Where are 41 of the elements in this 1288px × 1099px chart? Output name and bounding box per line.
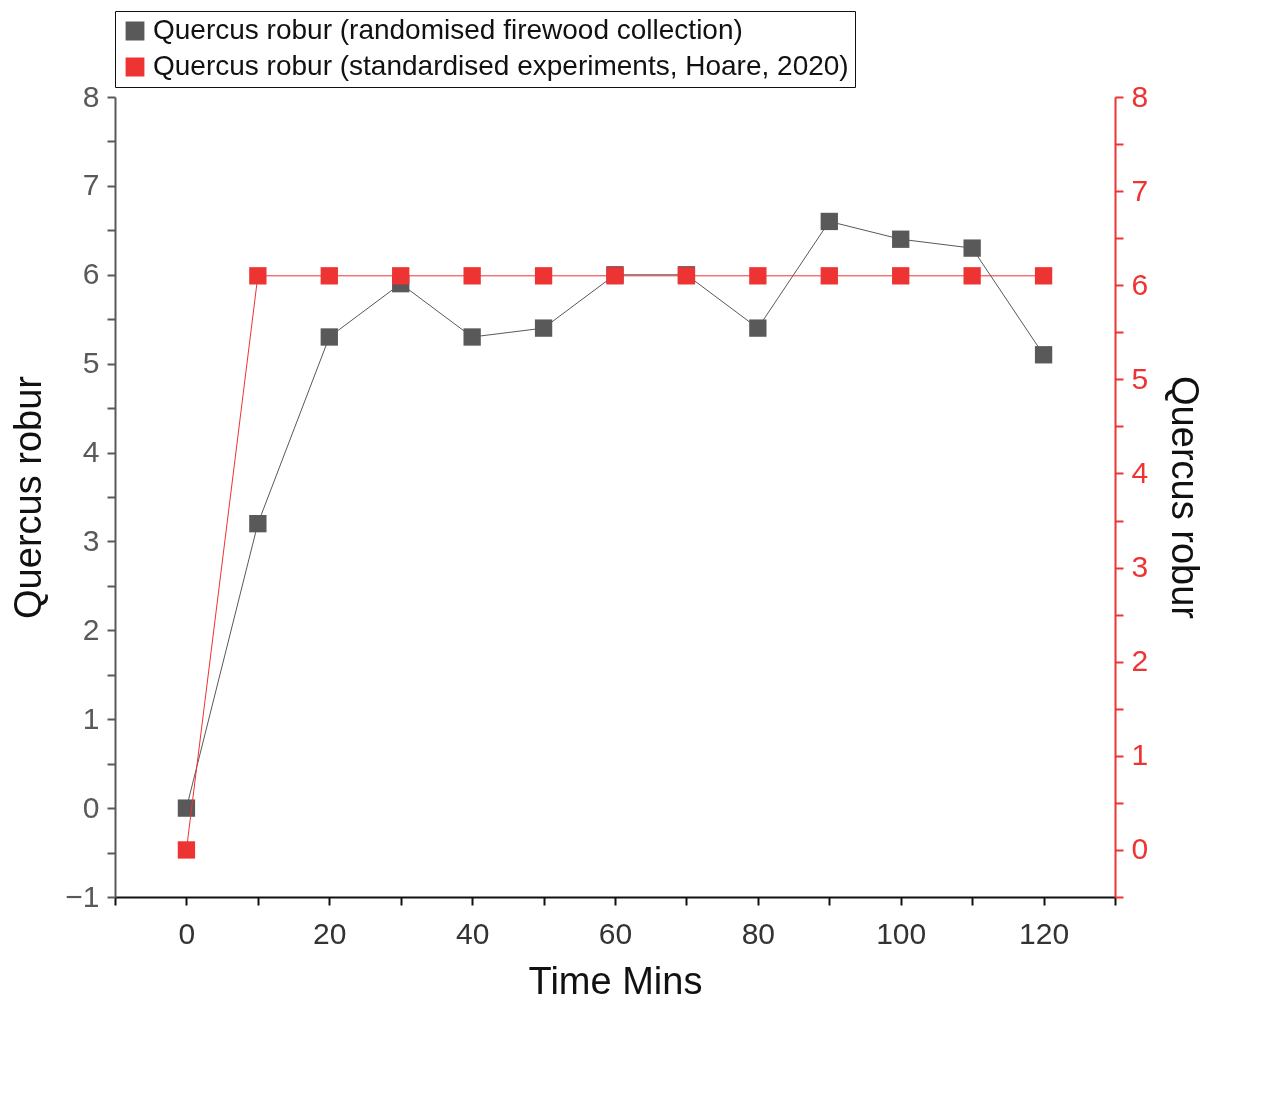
y-axis-title: Quercus robur [7,375,50,619]
point [534,319,553,337]
y2-tick-label: 0 [1131,832,1149,866]
y2-tick-label: 1 [1131,738,1149,772]
y2-tick-label: 3 [1131,550,1149,584]
y-tick-label: 6 [82,257,100,291]
x-tick-label: 120 [1019,916,1070,950]
y2-tick-label: 2 [1131,644,1149,678]
point [749,319,767,337]
x-tick-label: 60 [598,916,633,950]
point [177,799,196,817]
legend-label: Quercus robur (standardised experiments, Hoare, 2020) [153,50,849,81]
legend-label: Quercus robur (randomised firewood collection) [153,14,743,45]
point [963,239,981,257]
point [463,328,481,346]
y-tick-label: 4 [82,435,100,469]
x-axis-title: Time Mins [528,959,703,1002]
point [320,328,338,346]
y2-tick-label: 6 [1131,267,1149,301]
y2-axis-title: Quercus robur [1164,376,1207,620]
y-tick-label: 7 [82,168,100,202]
x-tick-label: 40 [455,916,490,950]
point [249,515,267,533]
y-tick-label: 5 [82,346,100,380]
y-tick-label: 2 [82,612,100,646]
point [1034,346,1053,364]
y-tick-label: 3 [82,523,100,557]
y-tick-label: 8 [82,79,100,113]
x-tick-label: 20 [313,916,347,950]
x-tick-label: 100 [876,916,927,950]
y2-tick-label: 7 [1131,173,1149,207]
y2-tick-label: 5 [1131,361,1149,395]
y-tick-label: 0 [82,790,100,824]
y-tick-label: 1 [82,701,100,735]
point [892,230,910,248]
y2-tick-label: 8 [1131,79,1149,113]
y-tick-label: −1 [65,879,100,913]
x-tick-label: 80 [741,916,776,950]
y2-tick-label: 4 [1131,455,1149,489]
point [820,212,838,231]
x-tick-label: 0 [178,916,196,950]
